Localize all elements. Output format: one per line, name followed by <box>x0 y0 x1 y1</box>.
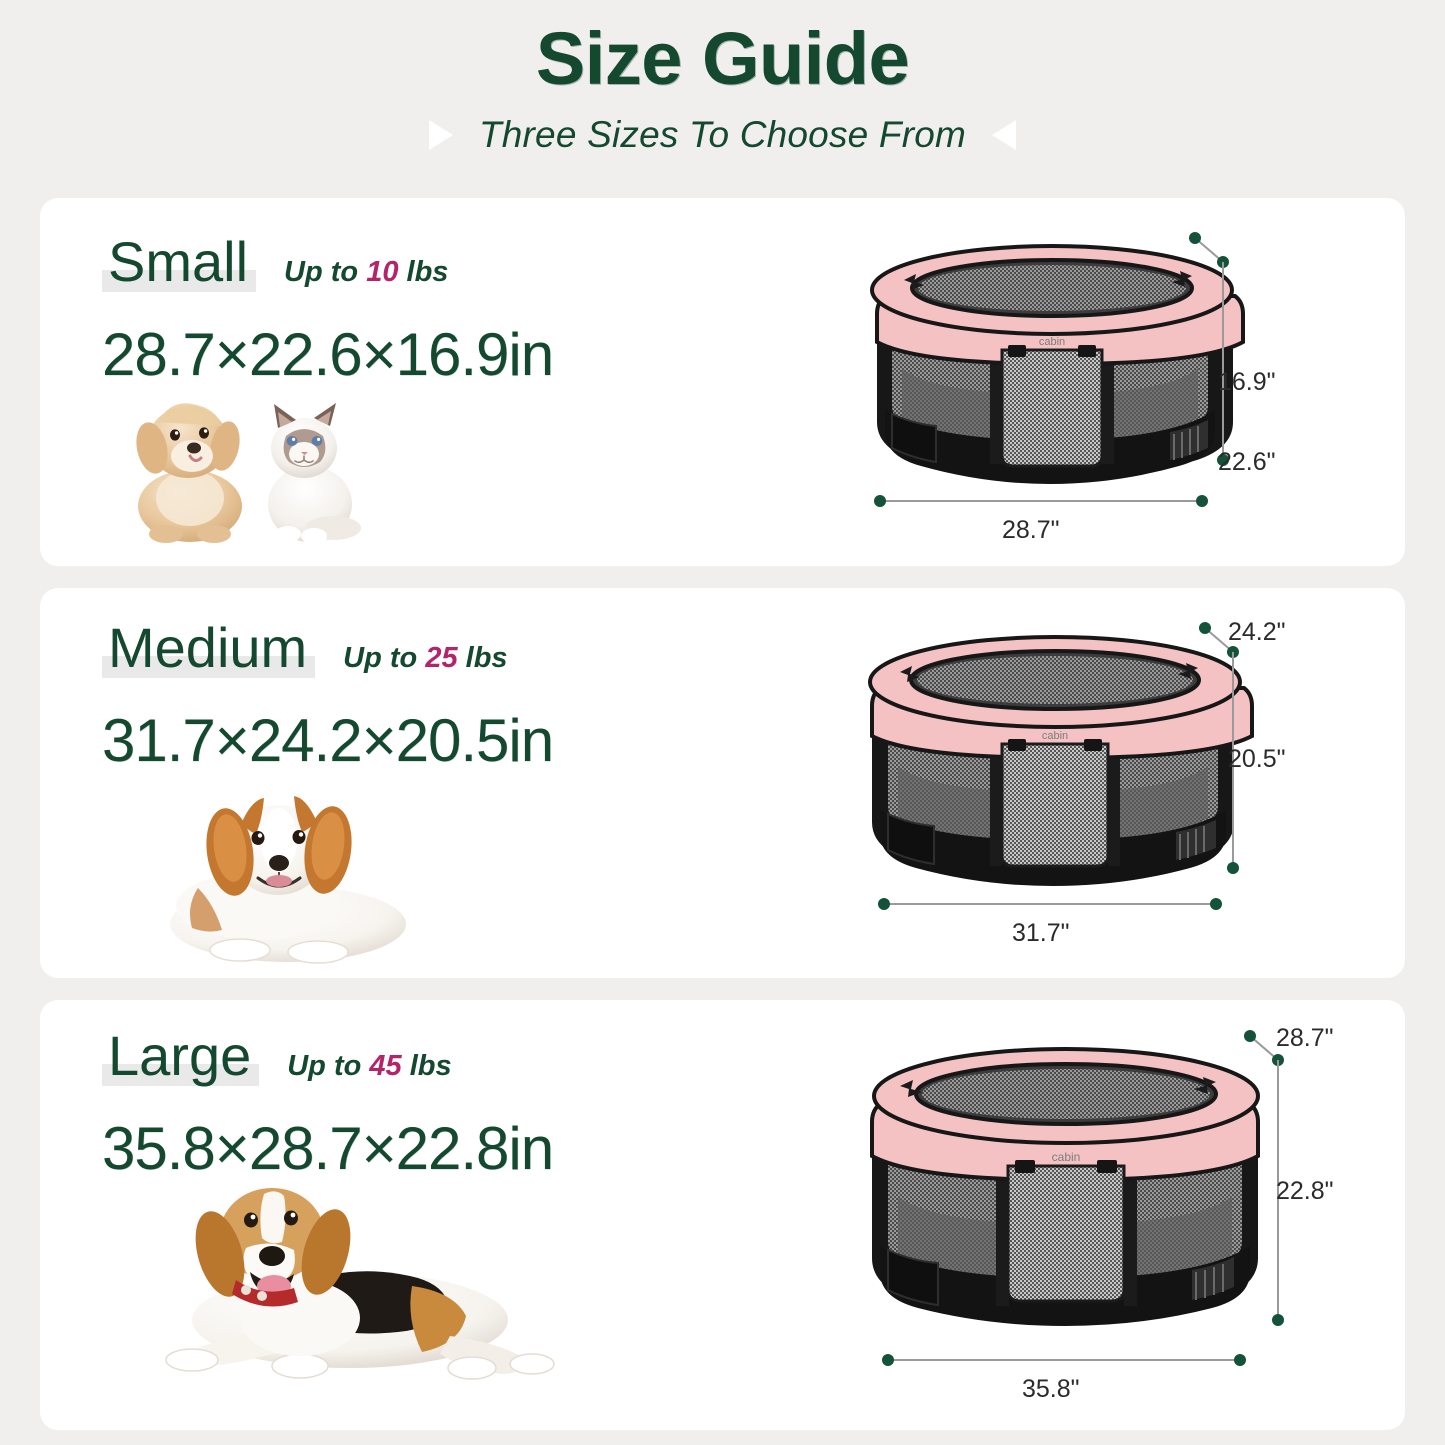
depth-label: 24.2" <box>1228 618 1286 646</box>
width-dimension-large <box>882 1354 1246 1366</box>
height-label: 16.9" <box>1218 368 1276 396</box>
svg-text:cabin: cabin <box>1039 336 1065 348</box>
weight-limit: Up to 45 lbs <box>287 1050 452 1082</box>
size-heading-row: Medium Up to 25 lbs <box>102 620 553 678</box>
dimension-lines-medium <box>1199 622 1239 874</box>
width-dimension-medium <box>878 898 1222 910</box>
width-label: 31.7" <box>1012 919 1070 947</box>
weight-limit: Up to 25 lbs <box>343 642 508 674</box>
dimension-lines-large <box>1244 1030 1284 1326</box>
pet-illustration-large <box>150 1168 580 1398</box>
depth-label: 22.6" <box>1218 448 1276 476</box>
size-heading-row: Large Up to 45 lbs <box>102 1028 553 1086</box>
pet-illustration-small <box>128 386 388 546</box>
width-dimension-small <box>874 495 1208 507</box>
product-illustration-small: Love's cabin <box>840 218 1260 513</box>
dimensions-text: 28.7×22.6×16.9in <box>102 321 554 388</box>
weight-number: 10 <box>366 256 399 288</box>
size-card-small[interactable]: Small Up to 10 lbs 28.7×22.6×16.9in <box>40 198 1405 566</box>
triangle-right-icon <box>428 120 453 151</box>
weight-limit: Up to 10 lbs <box>284 256 449 288</box>
size-name: Large <box>102 1028 260 1086</box>
dimensions-text: 35.8×28.7×22.8in <box>102 1115 554 1182</box>
depth-label: 28.7" <box>1276 1024 1334 1052</box>
page-title: Size Guide <box>535 17 910 100</box>
size-name: Medium <box>102 620 316 678</box>
pet-illustration-medium <box>138 778 458 968</box>
size-name: Small <box>102 234 257 292</box>
subtitle-row: Three Sizes To Choose From <box>0 114 1445 156</box>
size-card-medium[interactable]: Medium Up to 25 lbs 31.7×24.2×20.5in <box>40 588 1405 978</box>
page-subtitle: Three Sizes To Choose From <box>478 114 967 156</box>
weight-number: 45 <box>369 1050 402 1082</box>
dimensions-text: 31.7×24.2×20.5in <box>102 707 554 774</box>
product-illustration-large: Love's cabin <box>840 1022 1290 1367</box>
product-illustration-medium: Love's cabin <box>838 610 1268 915</box>
svg-text:cabin: cabin <box>1042 730 1068 742</box>
width-label: 35.8" <box>1022 1375 1080 1403</box>
triangle-left-icon <box>992 120 1017 151</box>
width-label: 28.7" <box>1002 516 1060 544</box>
weight-number: 25 <box>425 642 458 674</box>
dimension-lines-small <box>1189 232 1229 466</box>
header: Size Guide Three Sizes To Choose From <box>0 0 1445 156</box>
height-label: 20.5" <box>1228 745 1286 773</box>
height-label: 22.8" <box>1276 1177 1334 1205</box>
size-heading-row: Small Up to 10 lbs <box>102 234 553 292</box>
svg-text:cabin: cabin <box>1052 1150 1081 1164</box>
size-card-large[interactable]: Large Up to 45 lbs 35.8×28.7×22.8in <box>40 1000 1405 1430</box>
